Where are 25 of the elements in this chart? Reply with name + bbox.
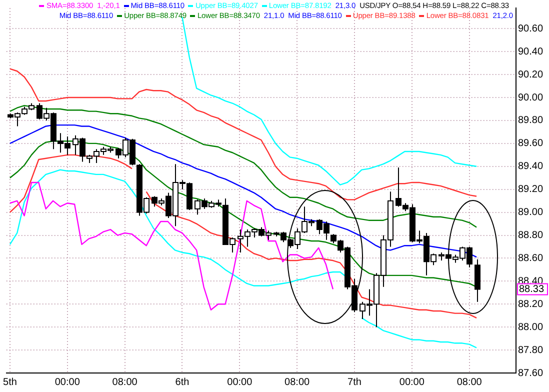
y-tick-label: 89.40 [518,161,544,172]
y-tick-label: 89.60 [518,138,544,150]
y-tick-label: 88.80 [518,230,544,242]
y-tick-label: 90.20 [518,69,544,80]
y-tick-label: 90.40 [518,46,544,58]
y-tick-label: 89.80 [518,115,544,126]
y-tick-label: 87.80 [518,344,544,356]
y-tick-label: 88.60 [518,252,544,264]
y-tick-label: 87.60 [518,368,544,379]
x-tick-label: 08:00 [112,376,138,388]
y-tick-label: 88.00 [518,322,544,333]
x-tick-label: 5th [3,376,17,388]
y-tick-label: 90.00 [518,92,544,104]
y-tick-label: 89.00 [518,207,544,218]
x-tick-label: 08:00 [456,376,482,388]
y-tick-label: 90.60 [518,23,544,34]
x-tick-label: 7th [348,376,362,388]
x-tick-label: 00:00 [54,376,80,388]
annotation: 88.33 [519,284,544,295]
x-tick-label: 00:00 [399,376,425,388]
x-tick-label: 08:00 [284,376,310,388]
y-tick-label: 89.20 [518,184,544,196]
y-tick-label: 88.20 [518,298,544,310]
x-tick-label: 6th [175,376,190,388]
x-tick-label: 00:00 [227,376,253,388]
